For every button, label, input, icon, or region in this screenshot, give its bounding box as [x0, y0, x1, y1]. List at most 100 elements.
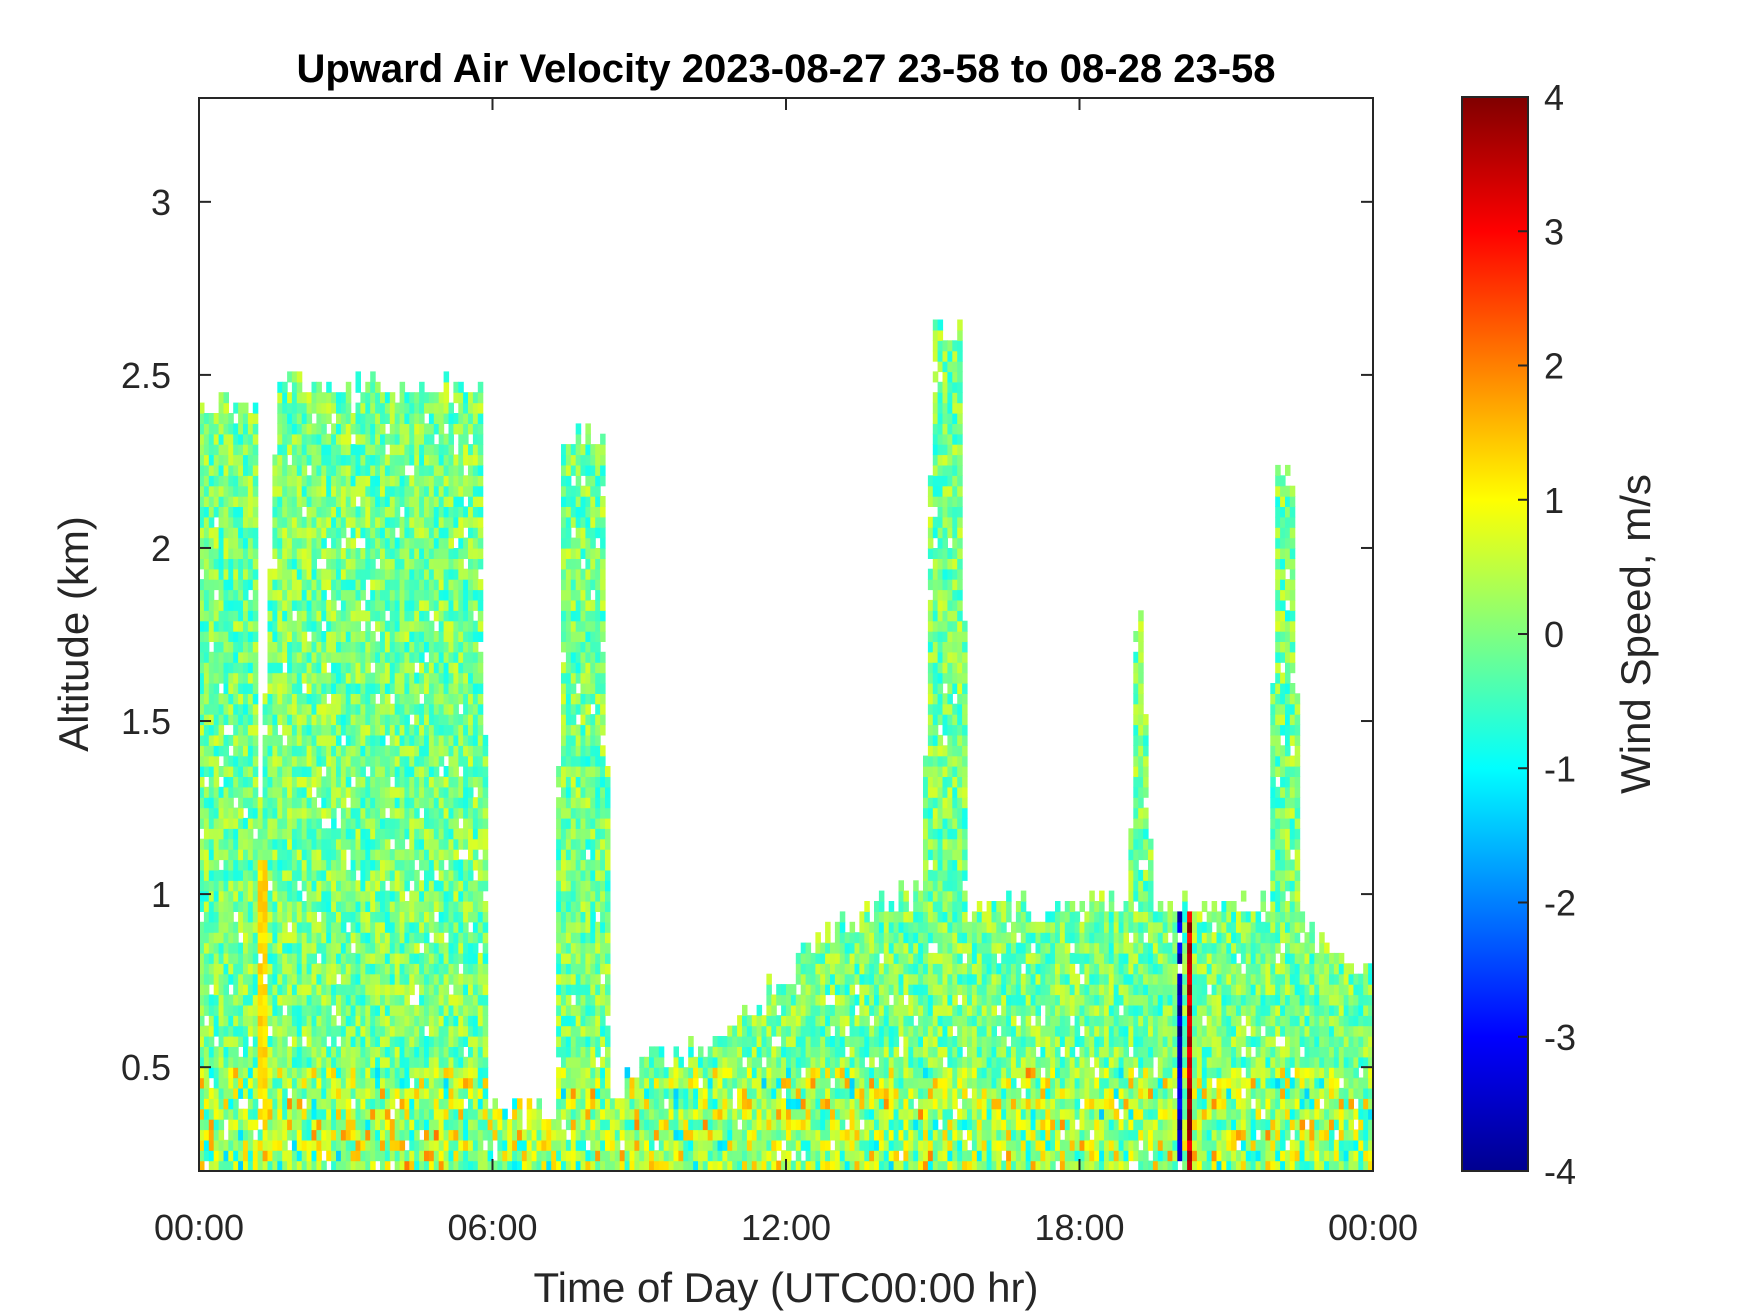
heatmap-cell: [277, 797, 283, 809]
heatmap-cell: [468, 579, 474, 591]
heatmap-cell: [311, 1067, 317, 1079]
heatmap-cell: [585, 1087, 591, 1099]
heatmap-cell: [267, 1098, 273, 1110]
heatmap-cell: [365, 703, 371, 715]
heatmap-cell: [218, 496, 225, 507]
heatmap-cell: [340, 797, 347, 809]
heatmap-cell: [365, 849, 371, 861]
heatmap-cell: [365, 693, 371, 705]
heatmap-cell: [468, 402, 474, 414]
heatmap-cell: [409, 548, 415, 559]
heatmap-cell: [414, 641, 420, 653]
heatmap-cell: [463, 392, 469, 404]
heatmap-cell: [443, 506, 450, 518]
heatmap-cell: [414, 444, 420, 456]
heatmap-cell: [370, 693, 376, 705]
heatmap-cell: [326, 776, 332, 788]
heatmap-cell: [228, 568, 234, 580]
heatmap-cell: [267, 631, 273, 642]
heatmap-cell: [458, 537, 464, 549]
heatmap-cell: [223, 413, 229, 424]
heatmap-cell: [414, 932, 420, 944]
heatmap-cell: [433, 662, 440, 674]
heatmap-cell: [409, 932, 415, 944]
heatmap-cell: [321, 869, 327, 881]
heatmap-cell: [433, 423, 440, 435]
heatmap-cell: [306, 568, 313, 580]
heatmap-cell: [355, 828, 361, 840]
heatmap-cell: [243, 1160, 249, 1171]
heatmap-cell: [570, 869, 577, 881]
heatmap-cell: [296, 859, 303, 871]
heatmap-cell: [561, 932, 567, 944]
heatmap-cell: [316, 1108, 322, 1120]
heatmap-cell: [291, 1119, 298, 1131]
heatmap-cell: [458, 1015, 464, 1027]
heatmap-cell: [365, 745, 371, 757]
heatmap-cell: [238, 1129, 244, 1141]
heatmap-cell: [438, 1150, 445, 1162]
heatmap-cell: [570, 1129, 577, 1141]
heatmap-cell: [218, 797, 225, 809]
heatmap-cell: [238, 859, 244, 871]
heatmap-cell: [433, 838, 440, 850]
heatmap-cell: [463, 807, 469, 819]
heatmap-cell: [433, 464, 440, 476]
heatmap-cell: [208, 714, 215, 726]
heatmap-cell: [316, 631, 322, 642]
heatmap-cell: [428, 952, 435, 964]
heatmap-cell: [213, 496, 220, 507]
heatmap-cell: [380, 703, 386, 715]
heatmap-cell: [350, 973, 357, 985]
heatmap-cell: [517, 1139, 523, 1151]
heatmap-cell: [414, 454, 420, 466]
heatmap-cell: [458, 807, 464, 819]
heatmap-cell: [316, 620, 322, 632]
heatmap-cell: [326, 745, 332, 757]
heatmap-cell: [561, 693, 567, 705]
heatmap-cell: [575, 1098, 582, 1110]
heatmap-cell: [502, 1108, 508, 1120]
heatmap-cell: [556, 942, 562, 954]
heatmap-cell: [384, 890, 391, 902]
heatmap-cell: [458, 1129, 464, 1141]
heatmap-cell: [213, 714, 220, 726]
heatmap-cell: [614, 1139, 621, 1151]
heatmap-cell: [438, 1077, 445, 1089]
heatmap-cell: [409, 558, 415, 570]
heatmap-cell: [399, 444, 406, 456]
heatmap-cell: [252, 464, 259, 476]
heatmap-cell: [487, 1139, 494, 1151]
heatmap-cell: [570, 454, 577, 466]
heatmap-cell: [316, 1119, 322, 1131]
heatmap-cell: [384, 672, 391, 684]
heatmap-cell: [600, 859, 606, 871]
heatmap-cell: [477, 703, 484, 715]
heatmap-cell: [414, 1056, 420, 1068]
heatmap-cell: [634, 1160, 640, 1171]
heatmap-cell: [296, 1098, 303, 1110]
heatmap-cell: [331, 869, 337, 881]
heatmap-cell: [272, 828, 278, 840]
heatmap-cell: [570, 963, 577, 975]
heatmap-cell: [331, 963, 337, 975]
heatmap-cell: [355, 714, 361, 726]
heatmap-cell: [223, 485, 229, 497]
heatmap-cell: [243, 631, 249, 642]
heatmap-cell: [306, 724, 313, 736]
heatmap-cell: [213, 475, 220, 487]
heatmap-cell: [448, 631, 454, 642]
heatmap-cell: [291, 786, 298, 798]
heatmap-cell: [428, 1119, 435, 1131]
heatmap-cell: [634, 1139, 640, 1151]
heatmap-cell: [570, 1036, 577, 1047]
heatmap-cell: [556, 1015, 562, 1027]
heatmap-cell: [580, 797, 586, 809]
heatmap-cell: [463, 869, 469, 881]
heatmap-cell: [306, 745, 313, 757]
heatmap-cell: [360, 797, 366, 809]
heatmap-cell: [433, 1036, 440, 1047]
heatmap-cell: [512, 1129, 518, 1141]
heatmap-cell: [561, 766, 567, 777]
heatmap-cell: [350, 1108, 357, 1120]
